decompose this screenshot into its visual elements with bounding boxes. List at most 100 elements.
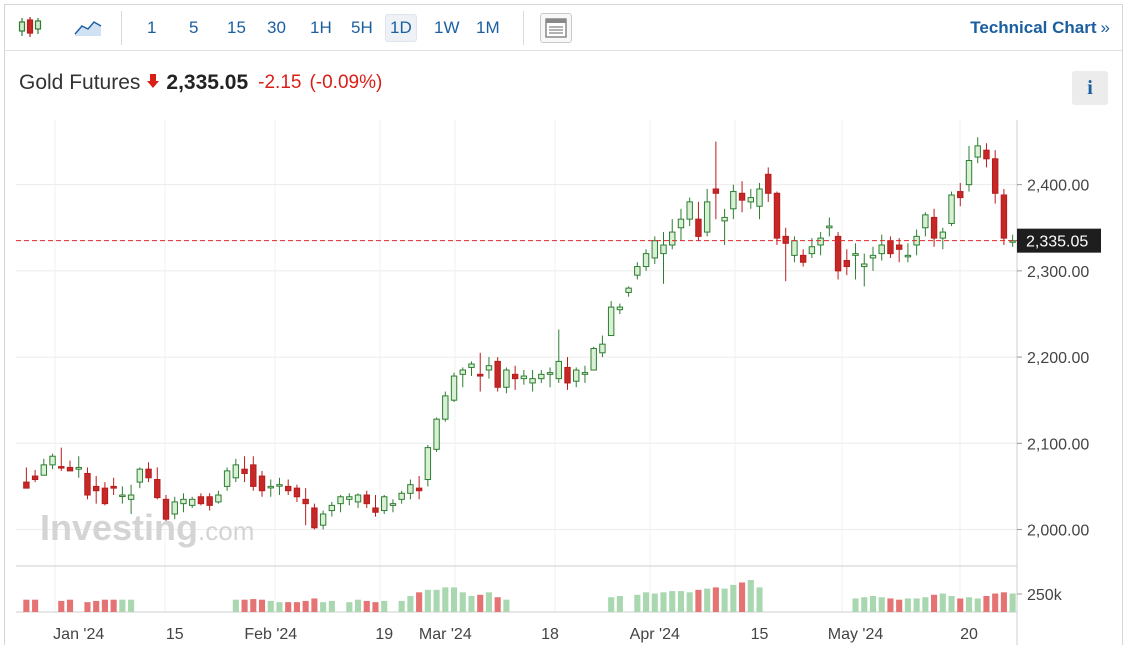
candle-body	[922, 214, 929, 229]
volume-bar	[965, 597, 973, 612]
timeframe-1[interactable]: 1	[147, 18, 157, 37]
volume-bar	[608, 597, 615, 612]
candle	[31, 470, 39, 483]
candle-body	[651, 240, 658, 259]
timeframe-1m[interactable]: 1M	[476, 18, 500, 37]
x-axis-tick-label: 15	[166, 626, 184, 643]
candle-body	[581, 372, 589, 375]
candle-body	[634, 266, 641, 276]
candle-body	[773, 192, 781, 239]
candle-body	[372, 507, 379, 513]
x-axis-tick-label: Apr '24	[630, 626, 680, 643]
candle	[84, 467, 91, 500]
timeframe-5[interactable]: 5	[189, 18, 199, 37]
candle-body	[328, 504, 336, 512]
candle	[738, 181, 746, 213]
candle	[895, 238, 903, 263]
candle	[546, 367, 554, 388]
x-axis-tick-label: Jan '24	[53, 626, 104, 643]
candle-body	[721, 216, 728, 222]
candle	[459, 367, 466, 388]
candlestick-chart-icon[interactable]	[15, 13, 45, 41]
candle	[878, 234, 885, 261]
x-axis-tick-label: Feb '24	[244, 626, 297, 643]
timeframe-5h[interactable]: 5H	[351, 18, 373, 37]
volume-bar	[381, 600, 388, 612]
toolbar-divider	[121, 11, 122, 45]
candle	[75, 456, 82, 478]
candle	[957, 182, 964, 207]
volume-bar	[267, 600, 274, 612]
volume-bar	[232, 599, 239, 612]
timeframe-1w[interactable]: 1W	[434, 18, 460, 37]
volume-bar	[904, 598, 911, 612]
y-axis-tick-label: 2,400.00	[1027, 178, 1089, 195]
volume-bar	[878, 597, 885, 612]
candle	[529, 370, 536, 392]
x-axis-tick-label: Mar '24	[419, 626, 472, 643]
candle-body	[503, 369, 510, 388]
volume-bar	[695, 589, 702, 612]
volume-bar	[276, 602, 283, 612]
timeframe-30[interactable]: 30	[267, 18, 286, 37]
candle	[686, 197, 693, 227]
timeframe-1d[interactable]: 1D	[385, 14, 417, 42]
candle	[773, 191, 781, 246]
screenshot-icon[interactable]	[540, 13, 572, 43]
volume-bar	[494, 597, 501, 612]
candle	[511, 365, 519, 390]
volume-bar	[258, 599, 266, 612]
timeframe-1h[interactable]: 1H	[310, 18, 332, 37]
candle	[965, 145, 973, 192]
technical-chart-link[interactable]: Technical Chart»	[970, 18, 1110, 38]
volume-bar	[93, 600, 100, 612]
volume-bar	[712, 587, 719, 612]
candle	[974, 137, 981, 164]
candle-body	[511, 373, 519, 380]
candle-body	[206, 496, 213, 506]
info-button[interactable]: i	[1072, 71, 1108, 105]
candle-body	[58, 466, 65, 469]
volume-bar	[704, 588, 711, 612]
volume-bar	[686, 592, 693, 612]
candle	[765, 167, 772, 202]
y-axis-tick-label: 2,300.00	[1027, 264, 1089, 281]
volume-bar	[913, 598, 920, 612]
candle	[92, 476, 100, 504]
toolbar-divider	[523, 11, 524, 45]
candle	[285, 479, 292, 496]
volume-bar	[320, 602, 327, 612]
candle-body	[669, 231, 676, 246]
candle-body	[738, 192, 746, 201]
volume-bar	[346, 602, 353, 612]
volume-bar	[931, 594, 938, 612]
volume-bar	[983, 596, 990, 612]
candle-body	[852, 253, 859, 256]
candle-body	[861, 263, 868, 268]
candle-body	[258, 475, 266, 492]
candle-body	[389, 503, 397, 506]
candle	[311, 503, 318, 530]
candle	[450, 372, 458, 402]
candle-body	[703, 201, 711, 233]
candle-body	[154, 479, 161, 499]
volume-bar	[1009, 593, 1016, 612]
candle	[381, 495, 388, 514]
volume-bar	[756, 587, 763, 612]
candle	[424, 445, 432, 487]
candle-body	[799, 254, 807, 263]
volume-bar	[241, 599, 248, 612]
area-chart-icon[interactable]	[73, 13, 103, 41]
candle-body	[642, 253, 650, 268]
candle	[747, 188, 754, 209]
candle	[232, 458, 240, 483]
candle-body	[677, 218, 685, 229]
timeframe-15[interactable]: 15	[227, 18, 246, 37]
candle-body	[712, 188, 720, 194]
candle-body	[66, 466, 74, 472]
volume-bar	[992, 593, 999, 612]
candle-body	[477, 373, 484, 377]
volume-bar	[128, 599, 135, 612]
volume-bar	[302, 600, 309, 612]
volume-bar	[861, 597, 868, 612]
